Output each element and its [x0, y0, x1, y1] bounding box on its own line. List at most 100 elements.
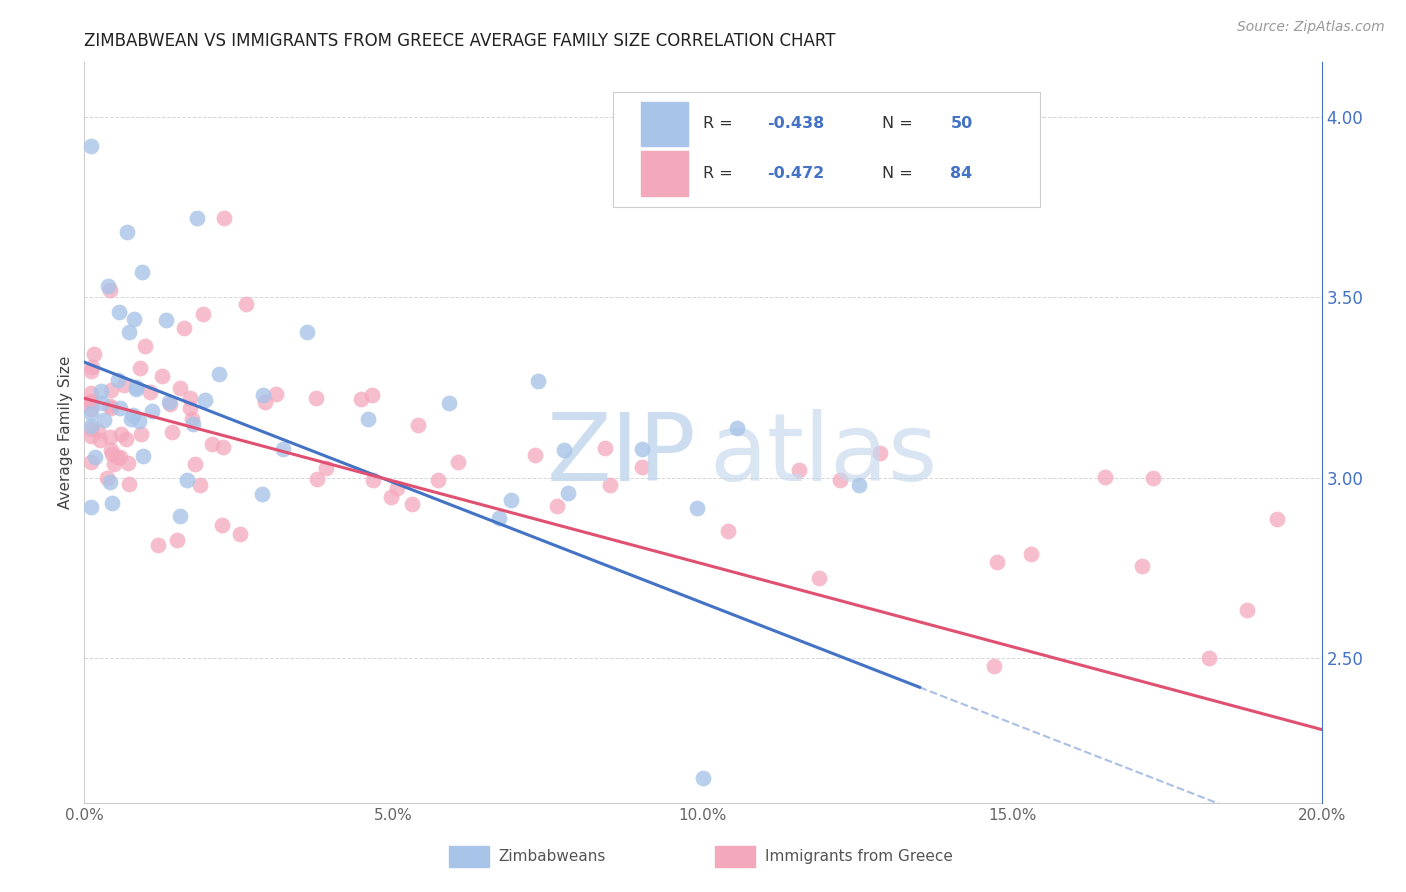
Point	[152, 369, 174, 384]
Point	[1142, 471, 1164, 485]
Point	[427, 473, 450, 487]
Point	[118, 325, 141, 339]
Point	[80, 360, 103, 375]
Point	[191, 307, 214, 321]
Point	[380, 490, 402, 504]
Point	[986, 555, 1008, 569]
Point	[129, 426, 152, 441]
Point	[499, 493, 522, 508]
Point	[631, 442, 654, 457]
Point	[717, 524, 740, 538]
Text: N =: N =	[883, 116, 918, 131]
Point	[79, 422, 101, 436]
Point	[212, 211, 235, 225]
Point	[183, 457, 205, 471]
Point	[181, 417, 204, 431]
Point	[128, 414, 150, 428]
Point	[176, 474, 198, 488]
Point	[121, 408, 143, 422]
Point	[488, 510, 510, 524]
Point	[869, 446, 891, 460]
Point	[96, 471, 118, 485]
Bar	[641, 102, 688, 146]
Point	[266, 387, 288, 401]
Point	[159, 397, 181, 411]
Y-axis label: Average Family Size: Average Family Size	[58, 356, 73, 509]
Text: R =: R =	[703, 116, 738, 131]
Point	[131, 265, 153, 279]
Point	[406, 417, 429, 432]
Point	[117, 477, 139, 491]
Point	[160, 425, 183, 440]
Point	[252, 388, 274, 402]
Point	[179, 391, 201, 405]
Point	[79, 406, 101, 420]
Point	[97, 279, 120, 293]
Text: Zimbabweans: Zimbabweans	[499, 849, 606, 864]
Point	[356, 412, 378, 426]
Point	[983, 658, 1005, 673]
Point	[115, 225, 138, 239]
Point	[1265, 512, 1288, 526]
Point	[91, 395, 114, 409]
Point	[725, 421, 748, 435]
Point	[79, 455, 101, 469]
Point	[305, 391, 328, 405]
Point	[208, 367, 231, 381]
Point	[132, 449, 155, 463]
Point	[692, 771, 714, 785]
Text: ZIP: ZIP	[547, 409, 697, 500]
Point	[124, 311, 146, 326]
Point	[1130, 558, 1153, 573]
Point	[110, 427, 132, 442]
Point	[108, 305, 131, 319]
Point	[101, 496, 124, 510]
Point	[125, 382, 148, 396]
Point	[79, 364, 101, 378]
Point	[252, 487, 274, 501]
Point	[361, 388, 384, 402]
Point	[179, 401, 201, 415]
Text: -0.472: -0.472	[768, 166, 824, 181]
Point	[547, 500, 569, 514]
Text: R =: R =	[703, 166, 738, 181]
Point	[93, 413, 115, 427]
Point	[553, 443, 575, 458]
Point	[79, 395, 101, 409]
Point	[79, 418, 101, 433]
Text: atlas: atlas	[709, 409, 938, 500]
Point	[789, 463, 811, 477]
Point	[79, 138, 101, 153]
Point	[146, 538, 169, 552]
Point	[112, 378, 135, 392]
Point	[157, 395, 180, 409]
Point	[447, 455, 470, 469]
Point	[108, 401, 131, 415]
Point	[307, 472, 329, 486]
Point	[103, 457, 125, 471]
Point	[1236, 602, 1258, 616]
Point	[139, 384, 162, 399]
Point	[593, 441, 616, 455]
Point	[155, 313, 177, 327]
Point	[80, 402, 103, 417]
Point	[271, 442, 294, 456]
Point	[848, 478, 870, 492]
Point	[630, 459, 652, 474]
Point	[180, 412, 202, 426]
Text: ZIMBABWEAN VS IMMIGRANTS FROM GREECE AVERAGE FAMILY SIZE CORRELATION CHART: ZIMBABWEAN VS IMMIGRANTS FROM GREECE AVE…	[84, 32, 835, 50]
Point	[79, 500, 101, 514]
Point	[524, 448, 547, 462]
Point	[363, 473, 385, 487]
Text: N =: N =	[883, 166, 918, 181]
Point	[101, 446, 124, 460]
Point	[350, 392, 373, 406]
Point	[105, 450, 128, 464]
Point	[1094, 470, 1116, 484]
Point	[114, 433, 136, 447]
Point	[212, 441, 235, 455]
Point	[527, 374, 550, 388]
Point	[387, 481, 409, 495]
Point	[100, 383, 122, 397]
Point	[599, 478, 621, 492]
